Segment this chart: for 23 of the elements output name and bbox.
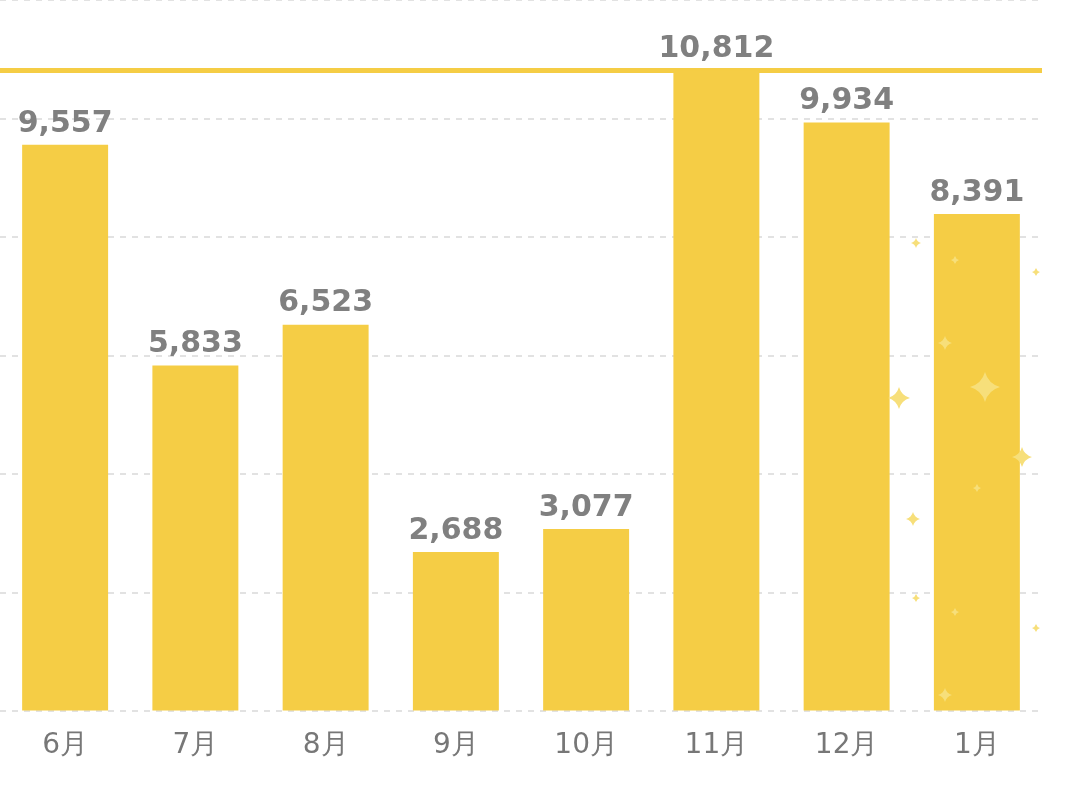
data-label: 2,688 (408, 510, 504, 546)
data-label: 9,557 (17, 103, 113, 139)
x-tick-label: 12月 (814, 727, 879, 761)
x-tick-label: 7月 (172, 727, 219, 761)
data-label: 9,934 (799, 81, 895, 117)
x-tick-label: 11月 (684, 727, 749, 761)
bar (543, 528, 630, 711)
bar (152, 365, 239, 711)
x-tick-label: 6月 (42, 727, 89, 761)
bar (412, 552, 499, 711)
bar (933, 213, 1020, 711)
data-label: 10,812 (658, 29, 775, 65)
data-label: 5,833 (147, 324, 243, 360)
x-tick-label: 8月 (302, 727, 349, 761)
bar (803, 122, 890, 711)
x-tick-label: 9月 (432, 727, 479, 761)
x-tick-label: 10月 (554, 727, 618, 761)
bar (22, 144, 109, 711)
x-tick-label: 1月 (953, 727, 1000, 761)
data-label: 6,523 (278, 283, 374, 319)
data-label: 3,077 (538, 487, 634, 523)
bar (282, 324, 369, 711)
data-label: 8,391 (929, 172, 1025, 208)
